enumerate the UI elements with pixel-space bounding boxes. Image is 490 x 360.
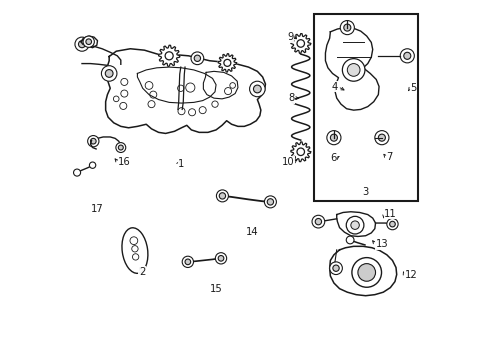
Circle shape <box>358 264 375 281</box>
Circle shape <box>86 39 92 45</box>
Circle shape <box>218 256 224 261</box>
Text: 1: 1 <box>178 159 184 169</box>
Text: 2: 2 <box>139 267 145 277</box>
Circle shape <box>297 40 304 47</box>
Circle shape <box>78 41 86 48</box>
Circle shape <box>88 136 99 147</box>
Polygon shape <box>218 54 237 72</box>
Polygon shape <box>159 45 180 66</box>
Text: 13: 13 <box>375 239 388 249</box>
Circle shape <box>74 169 80 176</box>
Circle shape <box>375 131 389 145</box>
Circle shape <box>333 265 339 271</box>
Text: 3: 3 <box>362 187 368 197</box>
Circle shape <box>105 69 113 77</box>
Circle shape <box>347 64 360 76</box>
Polygon shape <box>291 142 311 162</box>
Circle shape <box>219 193 225 199</box>
Circle shape <box>297 148 304 156</box>
Circle shape <box>182 256 194 267</box>
Text: 9: 9 <box>287 32 294 42</box>
Circle shape <box>390 221 395 227</box>
Text: 16: 16 <box>118 157 131 167</box>
Circle shape <box>330 134 338 141</box>
Text: 11: 11 <box>384 208 397 219</box>
Circle shape <box>387 219 398 230</box>
Text: 12: 12 <box>405 270 417 280</box>
Text: 6: 6 <box>330 153 337 163</box>
Circle shape <box>267 199 273 205</box>
Circle shape <box>91 138 96 144</box>
Circle shape <box>119 145 123 150</box>
Circle shape <box>330 262 343 275</box>
Text: 8: 8 <box>288 93 294 103</box>
Circle shape <box>165 52 173 60</box>
Circle shape <box>75 37 89 51</box>
Circle shape <box>352 258 382 287</box>
Circle shape <box>340 21 354 35</box>
Circle shape <box>185 259 191 265</box>
Circle shape <box>265 196 276 208</box>
Circle shape <box>83 36 95 48</box>
Circle shape <box>404 52 411 59</box>
Circle shape <box>191 52 204 65</box>
Circle shape <box>378 134 386 141</box>
Circle shape <box>346 236 354 244</box>
Circle shape <box>101 66 117 81</box>
Circle shape <box>327 131 341 145</box>
Circle shape <box>217 190 228 202</box>
Text: 15: 15 <box>210 284 222 294</box>
Circle shape <box>344 24 351 31</box>
Polygon shape <box>291 33 311 53</box>
Circle shape <box>346 216 364 234</box>
Circle shape <box>351 221 359 229</box>
Circle shape <box>194 55 200 62</box>
Circle shape <box>315 219 321 225</box>
Text: 5: 5 <box>410 83 416 93</box>
Circle shape <box>400 49 415 63</box>
Ellipse shape <box>122 228 148 273</box>
Circle shape <box>253 85 261 93</box>
Circle shape <box>312 215 325 228</box>
Circle shape <box>216 253 227 264</box>
Text: 7: 7 <box>386 152 392 162</box>
Text: 14: 14 <box>246 227 258 237</box>
Text: 4: 4 <box>332 81 338 91</box>
Circle shape <box>249 81 265 97</box>
Text: 17: 17 <box>91 204 104 214</box>
Circle shape <box>89 162 96 168</box>
Bar <box>314 14 418 201</box>
Circle shape <box>343 59 365 81</box>
Circle shape <box>116 143 126 153</box>
Text: 10: 10 <box>282 157 294 167</box>
Circle shape <box>224 59 231 66</box>
